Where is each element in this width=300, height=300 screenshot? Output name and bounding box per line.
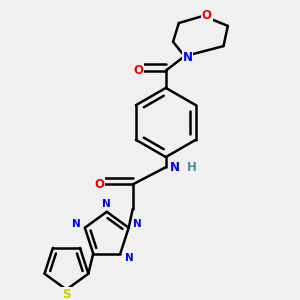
Text: O: O [202,9,212,22]
Text: S: S [62,288,71,300]
Text: N: N [72,219,81,229]
Text: N: N [124,253,133,263]
Text: N: N [133,219,142,229]
Text: O: O [133,64,143,77]
Text: H: H [187,160,196,174]
Text: N: N [169,160,179,174]
Text: N: N [102,199,111,209]
Text: N: N [182,51,193,64]
Text: O: O [94,178,104,191]
